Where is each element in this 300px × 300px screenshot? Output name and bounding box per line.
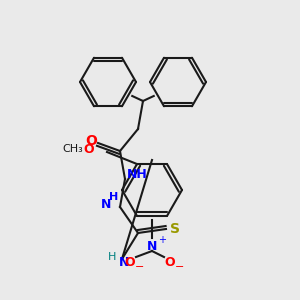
Text: S: S xyxy=(170,222,180,236)
Text: H: H xyxy=(110,192,118,202)
Text: H: H xyxy=(108,252,116,262)
Text: O: O xyxy=(165,256,175,268)
Text: N: N xyxy=(147,239,157,253)
Text: O: O xyxy=(85,134,97,148)
Text: −: − xyxy=(175,262,185,272)
Text: NH: NH xyxy=(127,169,147,182)
Text: −: − xyxy=(135,262,145,272)
Text: +: + xyxy=(158,235,166,245)
Text: N: N xyxy=(101,199,111,212)
Text: N: N xyxy=(119,256,129,269)
Text: O: O xyxy=(125,256,135,268)
Text: O: O xyxy=(84,142,94,155)
Text: CH₃: CH₃ xyxy=(63,144,83,154)
